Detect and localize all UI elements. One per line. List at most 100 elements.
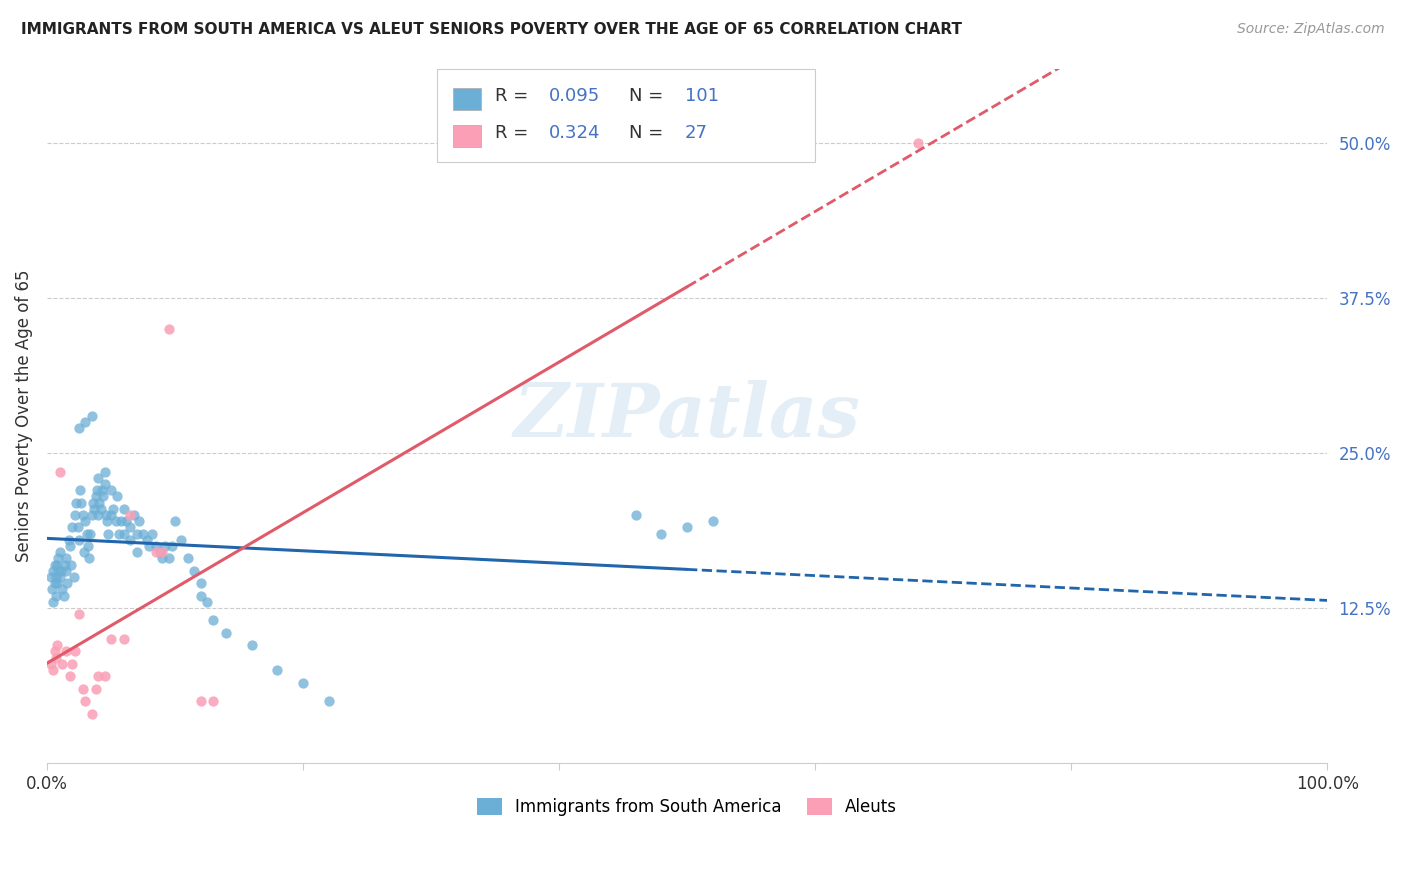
Point xyxy=(122,508,145,522)
Point xyxy=(48,564,70,578)
Point xyxy=(69,483,91,498)
Text: R =: R = xyxy=(495,124,534,142)
Point xyxy=(112,501,135,516)
Point xyxy=(650,526,672,541)
Point xyxy=(39,657,62,671)
Point xyxy=(110,514,132,528)
Point xyxy=(60,558,83,572)
Point xyxy=(73,545,96,559)
Point xyxy=(135,533,157,547)
Text: ZIPatlas: ZIPatlas xyxy=(513,380,860,452)
Point xyxy=(84,681,107,696)
Text: N =: N = xyxy=(630,124,669,142)
Point xyxy=(62,570,84,584)
Point xyxy=(62,657,84,671)
Point xyxy=(42,595,65,609)
Text: IMMIGRANTS FROM SOUTH AMERICA VS ALEUT SENIORS POVERTY OVER THE AGE OF 65 CORREL: IMMIGRANTS FROM SOUTH AMERICA VS ALEUT S… xyxy=(21,22,962,37)
Point xyxy=(51,657,73,671)
Point xyxy=(42,564,65,578)
Point xyxy=(125,526,148,541)
Point xyxy=(75,694,97,708)
Point xyxy=(190,589,212,603)
Point xyxy=(44,576,66,591)
Point xyxy=(190,694,212,708)
Point xyxy=(55,564,77,578)
Point xyxy=(105,514,128,528)
Point xyxy=(80,409,103,423)
Point xyxy=(46,638,69,652)
Point xyxy=(48,551,70,566)
Point xyxy=(94,508,117,522)
Point xyxy=(141,526,163,541)
Point xyxy=(87,669,110,683)
Point xyxy=(195,595,218,609)
Point xyxy=(51,582,73,597)
Text: 0.095: 0.095 xyxy=(548,87,600,105)
Point xyxy=(93,465,115,479)
Point xyxy=(41,582,63,597)
Point xyxy=(65,496,87,510)
Point xyxy=(162,539,184,553)
Point xyxy=(67,607,90,622)
Point xyxy=(624,508,647,522)
Point xyxy=(75,415,97,429)
Point xyxy=(318,694,340,708)
Text: 0.324: 0.324 xyxy=(548,124,600,142)
Point xyxy=(66,520,89,534)
Point xyxy=(100,632,122,646)
Point xyxy=(44,558,66,572)
Point xyxy=(120,508,142,522)
Point xyxy=(39,570,62,584)
Point xyxy=(76,526,98,541)
Point xyxy=(44,644,66,658)
Text: R =: R = xyxy=(495,87,534,105)
Point xyxy=(75,514,97,528)
Text: 101: 101 xyxy=(685,87,718,105)
Point xyxy=(55,644,77,658)
Point xyxy=(190,576,212,591)
Point xyxy=(56,576,79,591)
Point xyxy=(59,669,82,683)
Point xyxy=(676,520,699,534)
Point xyxy=(59,539,82,553)
Legend: Immigrants from South America, Aleuts: Immigrants from South America, Aleuts xyxy=(468,789,905,824)
Point xyxy=(112,632,135,646)
Point xyxy=(79,526,101,541)
Point xyxy=(45,650,67,665)
Point xyxy=(82,496,104,510)
Point xyxy=(93,669,115,683)
Point xyxy=(86,483,108,498)
Point xyxy=(62,520,84,534)
Point xyxy=(100,483,122,498)
Point xyxy=(63,644,86,658)
Point xyxy=(202,614,225,628)
Point xyxy=(266,663,288,677)
Point xyxy=(52,589,75,603)
Point xyxy=(907,136,929,150)
Text: 27: 27 xyxy=(685,124,707,142)
FancyBboxPatch shape xyxy=(453,125,481,147)
Point xyxy=(177,551,200,566)
Point xyxy=(163,514,186,528)
Point xyxy=(80,706,103,721)
Point xyxy=(132,526,155,541)
Point xyxy=(87,508,110,522)
Text: N =: N = xyxy=(630,87,669,105)
Point xyxy=(96,514,118,528)
Point xyxy=(125,545,148,559)
Point xyxy=(46,576,69,591)
Y-axis label: Seniors Poverty Over the Age of 65: Seniors Poverty Over the Age of 65 xyxy=(15,269,32,562)
Point xyxy=(145,545,167,559)
Point xyxy=(67,421,90,435)
Point xyxy=(63,508,86,522)
Point xyxy=(115,514,138,528)
Point xyxy=(145,539,167,553)
Point xyxy=(150,551,173,566)
FancyBboxPatch shape xyxy=(437,69,815,162)
Point xyxy=(42,663,65,677)
Point xyxy=(702,514,724,528)
Point xyxy=(202,694,225,708)
Point xyxy=(138,539,160,553)
Point xyxy=(45,570,67,584)
Text: Source: ZipAtlas.com: Source: ZipAtlas.com xyxy=(1237,22,1385,37)
